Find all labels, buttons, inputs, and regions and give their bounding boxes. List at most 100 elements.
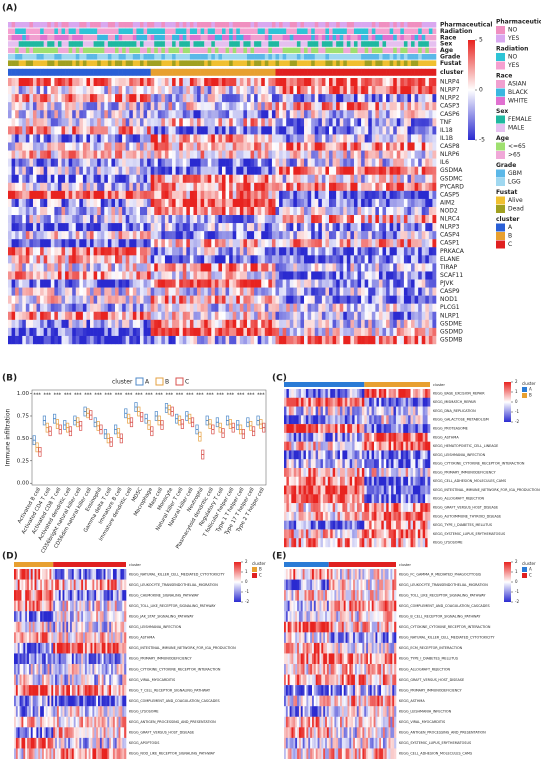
heat-cell <box>115 78 119 87</box>
annotation-cell <box>400 22 405 28</box>
annotation-cell <box>40 68 44 76</box>
heat-cell <box>150 102 155 111</box>
heat-cell <box>143 198 148 208</box>
annotation-cell <box>350 28 355 34</box>
heat-cell <box>300 166 305 175</box>
annotation-cell <box>289 28 294 34</box>
heat-cell <box>364 182 369 192</box>
heat-cell <box>40 206 44 216</box>
annotation-cell <box>154 54 159 60</box>
heat-cell <box>418 263 423 272</box>
annotation-cell <box>29 60 34 66</box>
heat-cell <box>118 247 123 256</box>
annotation-cell <box>378 68 383 76</box>
heat-cell <box>182 279 187 288</box>
heat-cell <box>257 271 262 280</box>
heat-cell <box>125 206 130 216</box>
heat-cell <box>307 182 312 192</box>
heat-cell <box>250 158 255 167</box>
heat-cell <box>18 311 23 321</box>
heat-cell <box>154 311 159 321</box>
heat-cell <box>229 126 233 135</box>
heat-cell <box>90 295 94 304</box>
heat-cell <box>393 110 398 119</box>
heat-cell <box>418 134 423 143</box>
heat-cell <box>204 150 209 159</box>
heat-cell <box>400 231 405 240</box>
heat-cell <box>57 118 62 127</box>
heat-cell <box>346 255 351 264</box>
heat-cell <box>100 311 105 321</box>
annotation-cell <box>389 60 394 66</box>
heat-cell <box>8 327 12 337</box>
heat-cell <box>289 303 294 312</box>
heat-cell <box>129 110 134 119</box>
heat-cell <box>339 295 344 304</box>
annotation-cell <box>15 60 19 66</box>
annotation-cell <box>261 68 266 76</box>
heat-cell <box>154 239 159 248</box>
heat-cell <box>136 190 141 200</box>
heat-cell <box>428 190 433 200</box>
heat-cell <box>86 86 91 95</box>
annotation-cell <box>97 47 102 54</box>
heat-cell <box>86 182 91 192</box>
heat-cell <box>82 231 87 240</box>
heat-cell <box>18 158 23 167</box>
heat-cell <box>197 263 201 272</box>
heat-cell <box>421 198 426 208</box>
annotation-cell <box>36 22 41 28</box>
heat-cell <box>164 134 169 143</box>
heat-cell <box>279 206 283 216</box>
heat-cell <box>336 303 340 312</box>
heat-cell <box>329 247 333 256</box>
heat-cell <box>61 239 66 248</box>
annotation-cell <box>8 22 12 28</box>
heat-cell <box>118 158 123 167</box>
heat-cell <box>57 158 62 167</box>
heat-cell <box>361 102 365 111</box>
heat-cell <box>411 166 415 175</box>
heat-cell <box>57 311 62 321</box>
heat-cell <box>161 190 166 200</box>
annotation-cell <box>29 41 34 47</box>
heat-cell <box>161 287 166 296</box>
annotation-cell <box>147 41 151 47</box>
heat-cell <box>243 295 248 304</box>
heat-cell <box>65 134 69 143</box>
heat-cell <box>254 158 258 167</box>
heat-cell <box>132 239 137 248</box>
heat-cell <box>364 206 369 216</box>
heat-cell <box>336 335 340 345</box>
heat-cell <box>164 255 169 264</box>
heat-cell <box>157 223 162 232</box>
heat-cell <box>375 190 380 200</box>
heat-cell <box>368 247 373 256</box>
heat-cell <box>214 118 219 127</box>
annotation-cell <box>25 41 30 47</box>
annotation-cell <box>361 34 365 41</box>
annotation-cell <box>232 68 237 76</box>
heat-cell <box>425 190 430 200</box>
heat-cell <box>307 319 312 329</box>
heat-cell <box>107 287 112 296</box>
heat-cell <box>364 319 369 329</box>
annotation-cell <box>132 54 137 60</box>
heat-cell <box>72 287 77 296</box>
heat-cell <box>329 255 333 264</box>
heat-cell <box>43 190 48 200</box>
heat-cell <box>18 206 23 216</box>
heat-cell <box>432 118 437 127</box>
annotation-cell <box>411 68 415 76</box>
heat-cell <box>250 295 255 304</box>
heat-cell <box>407 327 412 337</box>
annotation-cell <box>411 22 415 28</box>
annotation-cell <box>282 68 287 76</box>
heat-cell <box>36 247 41 256</box>
heat-cell <box>61 126 66 135</box>
heat-cell <box>250 206 255 216</box>
heat-cell <box>350 303 355 312</box>
heat-cell <box>325 271 330 280</box>
heat-cell <box>179 279 184 288</box>
heat-cell <box>143 190 148 200</box>
